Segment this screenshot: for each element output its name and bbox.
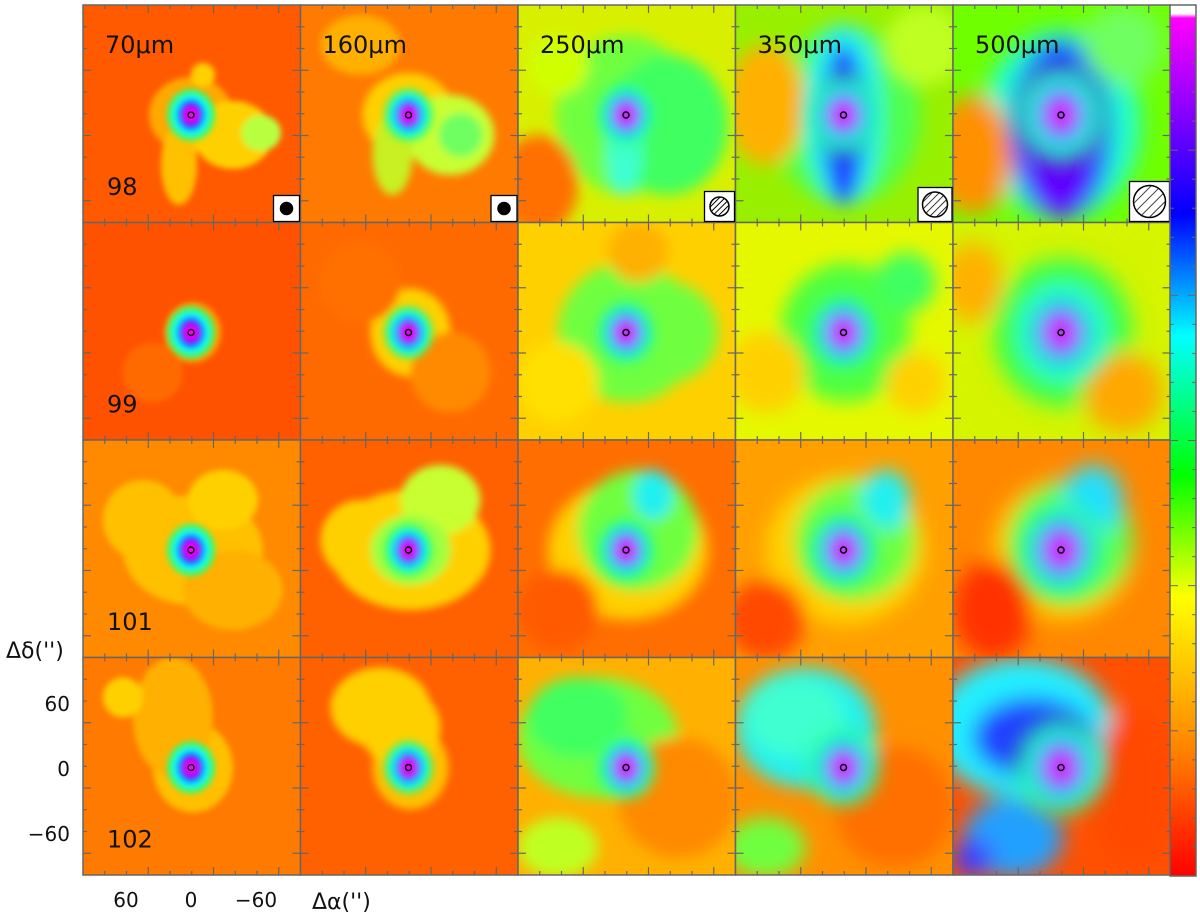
map-panel	[953, 657, 1171, 875]
wavelength-label: 250μm	[540, 31, 624, 59]
map-panel	[83, 222, 301, 440]
y-axis-label: Δδ('')	[6, 639, 64, 664]
position-marker	[622, 328, 630, 337]
wavelength-label: 500μm	[975, 31, 1059, 59]
source-emission	[1017, 285, 1105, 380]
wavelength-label: 160μm	[323, 31, 407, 59]
position-marker	[187, 546, 195, 554]
source-emission	[597, 518, 655, 582]
source-emission	[1017, 68, 1105, 162]
y-tick-label: −60	[28, 822, 70, 846]
map-panel	[518, 440, 736, 658]
position-marker	[622, 546, 630, 554]
x-tick-label: −60	[235, 888, 277, 912]
position-marker	[404, 328, 413, 337]
beam-symbol	[1128, 180, 1171, 223]
source-emission	[808, 77, 879, 153]
wavelength-label: 70μm	[105, 31, 174, 59]
map-panel	[83, 440, 301, 658]
source-emission	[384, 89, 433, 141]
map-panel	[300, 657, 518, 875]
map-panel	[83, 657, 301, 875]
position-marker	[404, 763, 413, 772]
source-emission	[1017, 503, 1105, 597]
position-marker	[1057, 111, 1065, 119]
source-emission	[384, 741, 433, 794]
wavelength-label: 350μm	[758, 31, 842, 59]
y-tick-label: 0	[57, 757, 70, 781]
source-emission	[597, 736, 655, 799]
position-marker	[404, 546, 413, 554]
colorbar	[1169, 4, 1197, 877]
source-emission	[167, 741, 215, 794]
position-marker	[622, 763, 630, 772]
source-label: 99	[107, 391, 138, 419]
position-marker	[839, 763, 848, 772]
map-panel	[300, 5, 518, 223]
source-label: 102	[107, 826, 153, 854]
source-emission	[384, 524, 433, 576]
panel-grid: 70μm 160μm 250μm 350μm 500μm 98 99 101 102	[82, 4, 1172, 876]
position-marker	[1057, 328, 1065, 337]
source-emission	[597, 83, 655, 147]
y-tick-label: 60	[45, 692, 70, 716]
map-panel	[518, 5, 736, 223]
map-panel	[735, 657, 953, 875]
map-panel	[735, 5, 953, 223]
position-marker	[404, 111, 413, 119]
source-label: 101	[107, 608, 153, 636]
beam-symbol	[703, 190, 736, 223]
map-panel	[83, 5, 301, 223]
x-axis-label: Δα('')	[312, 890, 371, 915]
source-emission	[167, 524, 215, 576]
map-panel	[518, 657, 736, 875]
map-panel	[953, 222, 1171, 440]
map-panel	[300, 222, 518, 440]
source-emission	[167, 306, 215, 359]
beam-symbol	[490, 194, 518, 223]
source-emission	[167, 89, 215, 141]
source-label: 98	[107, 173, 138, 201]
beam-symbol	[917, 186, 953, 223]
source-emission	[1017, 720, 1105, 815]
source-emission	[808, 512, 879, 588]
map-panel	[953, 440, 1171, 658]
position-marker	[1057, 763, 1065, 772]
position-marker	[839, 111, 848, 119]
position-marker	[622, 111, 630, 119]
x-tick-label: 60	[113, 888, 138, 912]
position-marker	[839, 328, 848, 337]
map-panel	[518, 222, 736, 440]
map-panel	[735, 440, 953, 658]
source-emission	[597, 301, 655, 364]
beam-symbol	[272, 194, 301, 223]
position-marker	[1057, 546, 1065, 554]
source-emission	[384, 306, 433, 359]
position-marker	[187, 328, 195, 337]
position-marker	[187, 763, 195, 772]
source-emission	[808, 294, 879, 371]
position-marker	[839, 546, 848, 554]
map-panel	[300, 440, 518, 658]
x-tick-label: 0	[185, 888, 198, 912]
source-emission	[808, 729, 879, 806]
map-panel	[735, 222, 953, 440]
position-marker	[187, 111, 195, 119]
